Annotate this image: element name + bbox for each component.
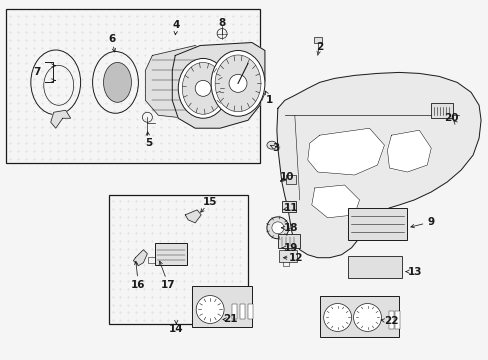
- Text: 16: 16: [131, 280, 145, 289]
- Text: 18: 18: [283, 223, 298, 233]
- Bar: [347, 208, 407, 240]
- Ellipse shape: [103, 62, 131, 102]
- Circle shape: [196, 296, 224, 323]
- Bar: [247, 303, 252, 319]
- Circle shape: [271, 222, 283, 234]
- Bar: [313, 37, 321, 42]
- Text: 10: 10: [279, 172, 293, 182]
- Bar: [388, 311, 394, 329]
- Bar: [108, 195, 247, 324]
- Circle shape: [323, 303, 351, 332]
- Polygon shape: [145, 45, 215, 118]
- Circle shape: [353, 303, 381, 332]
- Text: 20: 20: [443, 113, 458, 123]
- Polygon shape: [386, 130, 430, 172]
- Polygon shape: [133, 250, 147, 266]
- Polygon shape: [51, 110, 71, 128]
- Ellipse shape: [215, 55, 261, 112]
- Polygon shape: [307, 128, 384, 175]
- Circle shape: [228, 75, 246, 92]
- Ellipse shape: [211, 50, 264, 116]
- Bar: [240, 303, 244, 319]
- Bar: [6, 9, 260, 163]
- Text: 2: 2: [315, 41, 323, 51]
- Bar: [232, 303, 237, 319]
- Text: 9: 9: [427, 217, 434, 227]
- Polygon shape: [185, 210, 201, 223]
- Circle shape: [195, 80, 211, 96]
- Text: 1: 1: [266, 95, 273, 105]
- Text: 5: 5: [144, 138, 152, 148]
- Bar: [278, 250, 296, 262]
- Text: 3: 3: [272, 143, 279, 153]
- Polygon shape: [172, 42, 264, 128]
- Text: 21: 21: [223, 314, 237, 324]
- Text: 11: 11: [283, 203, 298, 213]
- Text: 19: 19: [283, 243, 297, 253]
- Circle shape: [266, 217, 288, 239]
- Bar: [319, 296, 399, 337]
- Text: 13: 13: [407, 267, 422, 276]
- Bar: [347, 256, 402, 278]
- Polygon shape: [276, 72, 480, 258]
- Text: 12: 12: [288, 253, 303, 263]
- Bar: [285, 175, 295, 184]
- Bar: [192, 285, 251, 328]
- Ellipse shape: [266, 141, 276, 149]
- Bar: [281, 201, 295, 212]
- Bar: [277, 234, 299, 248]
- Ellipse shape: [182, 62, 224, 114]
- Bar: [395, 311, 400, 329]
- Text: 4: 4: [172, 19, 180, 30]
- Bar: [430, 103, 452, 118]
- Text: 22: 22: [384, 316, 398, 327]
- Text: 6: 6: [108, 33, 115, 44]
- Ellipse shape: [178, 58, 227, 118]
- Text: 14: 14: [169, 324, 183, 334]
- Bar: [155, 243, 187, 265]
- Text: 15: 15: [203, 197, 217, 207]
- Text: 7: 7: [33, 67, 41, 77]
- Polygon shape: [311, 185, 359, 218]
- Text: 8: 8: [218, 18, 225, 28]
- Text: 17: 17: [161, 280, 175, 289]
